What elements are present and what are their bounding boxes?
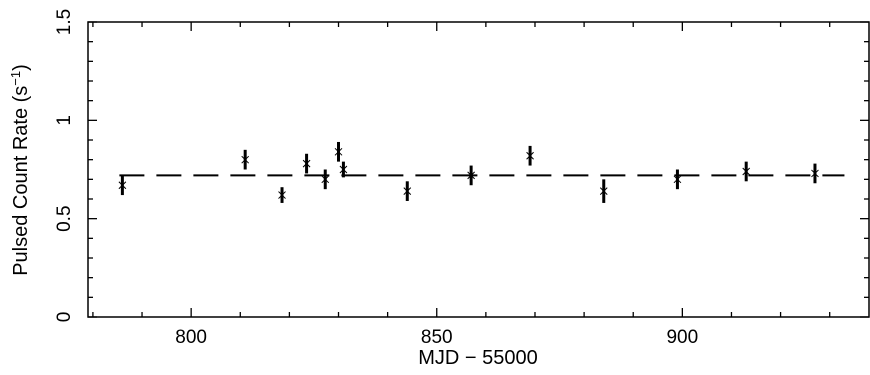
data-point xyxy=(467,165,475,186)
x-tick-label: 850 xyxy=(421,327,453,348)
x-marker-stroke xyxy=(302,159,311,168)
plot-frame xyxy=(87,21,870,318)
data-point xyxy=(339,161,348,178)
data-point xyxy=(241,149,250,170)
x-marker-stroke xyxy=(334,147,343,156)
data-point xyxy=(599,179,608,203)
data-point xyxy=(403,181,412,201)
y-axis-title-end: ) xyxy=(10,64,32,71)
y-tick-label: 1.5 xyxy=(54,9,75,35)
x-marker-stroke xyxy=(742,167,751,176)
x-marker-stroke xyxy=(599,187,608,195)
data-point xyxy=(302,153,311,174)
x-marker-stroke xyxy=(118,181,127,190)
data-points xyxy=(118,141,819,203)
y-tick-label: 1 xyxy=(54,115,75,126)
axis-ticks xyxy=(88,21,869,318)
data-point xyxy=(118,175,127,196)
x-marker-stroke xyxy=(673,175,682,184)
x-axis-title: MJD − 55000 xyxy=(418,347,538,369)
tick-labels: 800 850 900 0 0.5 1 1.5 xyxy=(54,9,698,348)
x-marker-stroke xyxy=(241,155,250,164)
x-marker-stroke xyxy=(526,151,534,160)
data-point xyxy=(321,169,330,190)
x-marker-stroke xyxy=(467,171,475,180)
x-tick-label: 800 xyxy=(175,327,207,348)
x-marker-stroke xyxy=(811,169,819,178)
x-marker-stroke xyxy=(278,191,286,199)
data-point xyxy=(673,169,682,190)
data-point xyxy=(811,163,819,184)
y-axis-title-main: Pulsed Count Rate (s xyxy=(10,86,32,276)
y-axis-title-sup: −1 xyxy=(8,71,23,86)
data-point xyxy=(334,141,343,162)
y-axis-title: Pulsed Count Rate (s−1) xyxy=(8,64,32,276)
x-marker-stroke xyxy=(339,165,348,174)
y-tick-label: 0 xyxy=(54,312,75,323)
data-point xyxy=(526,145,534,166)
y-tick-label: 0.5 xyxy=(54,205,75,231)
x-marker-stroke xyxy=(321,175,330,184)
data-point xyxy=(278,187,286,203)
x-tick-label: 900 xyxy=(666,327,698,348)
x-marker-stroke xyxy=(403,187,412,195)
data-point xyxy=(742,161,751,182)
